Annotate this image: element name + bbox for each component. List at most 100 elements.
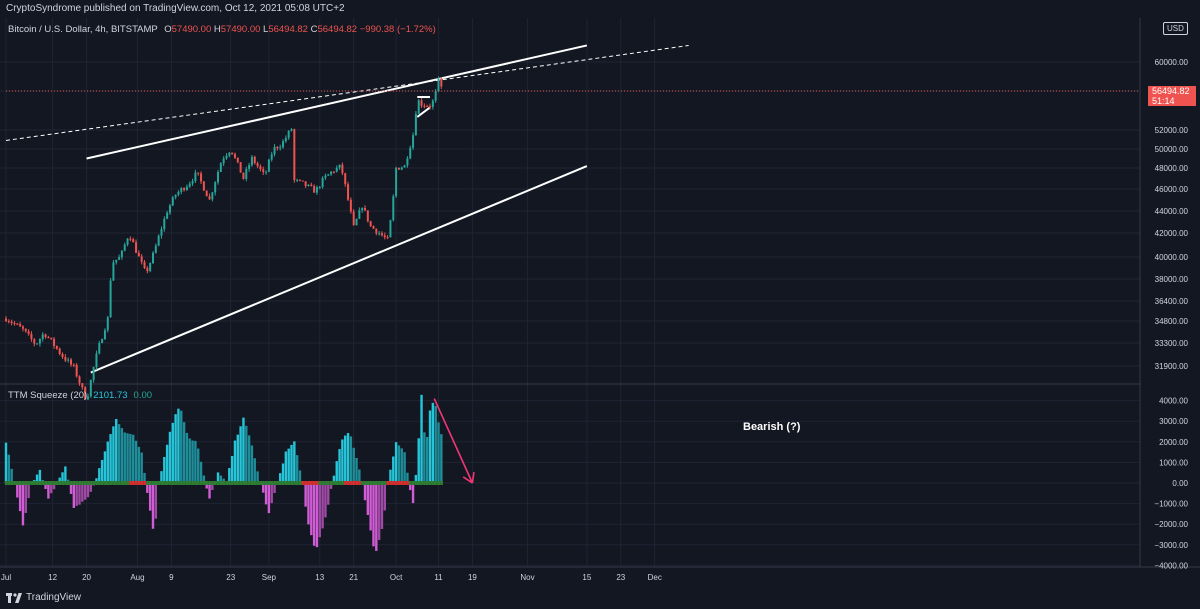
squeeze-dot: [52, 481, 56, 485]
candle-body: [330, 171, 333, 175]
squeeze-dot: [417, 481, 421, 485]
momentum-bar: [434, 405, 437, 483]
squeeze-dot: [211, 481, 214, 485]
squeeze-dot: [16, 481, 19, 485]
candle-body: [112, 262, 115, 281]
candle-body: [200, 173, 203, 182]
squeeze-dot: [64, 481, 67, 485]
candle-body: [211, 192, 214, 200]
candle-body: [310, 184, 313, 187]
squeeze-dot: [344, 481, 347, 485]
candle-body: [228, 152, 231, 156]
tradingview-brand[interactable]: TradingView: [6, 592, 81, 603]
candle-body: [327, 174, 330, 176]
candle-body: [409, 147, 412, 159]
ohlc-open-label: O: [164, 24, 172, 35]
squeeze-dot: [132, 481, 135, 485]
time-tick-label: 11: [434, 573, 443, 582]
candle-body: [338, 164, 341, 168]
momentum-bar: [21, 483, 25, 526]
bearish-arrow-head: [471, 471, 475, 484]
momentum-bar: [414, 474, 418, 483]
momentum-bar: [349, 436, 353, 483]
momentum-bar: [262, 483, 265, 493]
candle-body: [19, 323, 22, 327]
symbol-name[interactable]: Bitcoin / U.S. Dollar, 4h, BITSTAMP: [8, 24, 158, 35]
squeeze-dot: [273, 481, 277, 485]
momentum-bar: [205, 483, 208, 489]
time-tick-label: 23: [226, 573, 235, 582]
momentum-bar: [216, 472, 220, 483]
momentum-bar: [16, 483, 19, 498]
candle-body: [89, 379, 92, 397]
candle-body: [188, 183, 191, 187]
candle-body: [324, 175, 327, 178]
squeeze-dot: [120, 481, 124, 485]
currency-button[interactable]: USD: [1163, 22, 1188, 35]
momentum-bar: [437, 422, 440, 483]
indicator-name[interactable]: TTM Squeeze (20): [8, 390, 88, 401]
momentum-bar: [106, 441, 109, 483]
squeeze-dot: [205, 481, 209, 485]
squeeze-dot: [335, 481, 339, 485]
momentum-bar: [64, 466, 67, 483]
momentum-bar: [352, 447, 355, 483]
price-tick-label: 52000.00: [1155, 126, 1189, 135]
squeeze-dot: [137, 481, 141, 485]
price-tick-label: 38000.00: [1155, 275, 1189, 284]
candle-body: [245, 168, 248, 179]
momentum-bar: [307, 483, 310, 525]
candle-body: [191, 181, 194, 184]
momentum-bar: [428, 410, 432, 483]
squeeze-dot: [92, 481, 96, 485]
bar-countdown: 51:14: [1152, 96, 1175, 106]
squeeze-dot: [369, 481, 373, 485]
squeeze-dot: [81, 481, 84, 485]
squeeze-dot: [332, 481, 336, 485]
squeeze-dot: [129, 481, 132, 485]
candle-body: [180, 188, 183, 192]
squeeze-dot: [134, 481, 138, 485]
squeeze-dot: [327, 481, 330, 485]
candle-body: [7, 321, 10, 323]
squeeze-dot: [389, 481, 393, 485]
candle-body: [369, 221, 372, 227]
candle-body: [282, 141, 285, 148]
squeeze-dot: [411, 481, 415, 485]
time-tick-label: 21: [349, 573, 358, 582]
trendline-channel-lower: [90, 165, 588, 374]
squeeze-dot: [245, 481, 248, 485]
momentum-bar: [52, 483, 56, 490]
momentum-bar: [239, 426, 242, 483]
squeeze-dot: [83, 481, 87, 485]
momentum-bar: [344, 435, 347, 483]
momentum-bar: [341, 439, 344, 483]
squeeze-dot: [312, 481, 316, 485]
momentum-bar: [35, 474, 39, 483]
momentum-bar: [219, 475, 223, 483]
indicator-value-momentum: 2101.73: [93, 390, 128, 401]
squeeze-dot: [180, 481, 183, 485]
candle-body: [21, 326, 24, 329]
squeeze-dot: [225, 481, 229, 485]
time-tick-label: 23: [616, 573, 625, 582]
oscillator-tick-label: 3000.00: [1159, 417, 1188, 426]
squeeze-dot: [35, 481, 39, 485]
momentum-bar: [75, 483, 78, 506]
momentum-bar: [355, 457, 358, 483]
squeeze-dot: [228, 481, 231, 485]
squeeze-dot: [182, 481, 186, 485]
candle-body: [222, 158, 225, 164]
momentum-bar: [140, 452, 143, 483]
squeeze-dot: [86, 481, 90, 485]
momentum-bar: [423, 432, 426, 483]
squeeze-dot: [216, 481, 220, 485]
squeeze-dot: [290, 481, 294, 485]
candle-body: [135, 242, 138, 253]
momentum-bar: [163, 456, 166, 483]
candle-body: [53, 338, 56, 346]
squeeze-dot: [295, 481, 299, 485]
momentum-bar: [78, 483, 81, 505]
momentum-bar: [126, 433, 129, 483]
squeeze-dot: [321, 481, 325, 485]
